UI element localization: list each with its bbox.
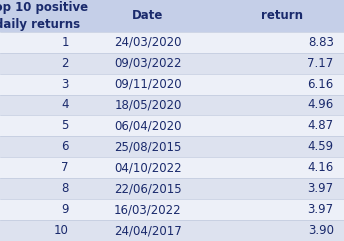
Text: 3: 3 (62, 78, 69, 91)
Text: 09/11/2020: 09/11/2020 (114, 78, 182, 91)
Text: 3.90: 3.90 (308, 224, 334, 237)
Text: 4.87: 4.87 (308, 120, 334, 132)
Text: 22/06/2015: 22/06/2015 (114, 182, 182, 195)
Text: 7: 7 (61, 161, 69, 174)
Text: 1: 1 (61, 36, 69, 49)
Bar (0, 115, 344, 136)
Text: 09/03/2022: 09/03/2022 (114, 57, 182, 70)
Text: 10: 10 (54, 224, 69, 237)
Text: 9: 9 (61, 203, 69, 216)
Text: 8: 8 (62, 182, 69, 195)
Text: 18/05/2020: 18/05/2020 (114, 99, 182, 112)
Text: 06/04/2020: 06/04/2020 (114, 120, 182, 132)
Text: Date: Date (132, 9, 164, 22)
Bar (0, 32, 344, 53)
Text: 24/03/2020: 24/03/2020 (114, 36, 182, 49)
Text: 8.83: 8.83 (308, 36, 334, 49)
Text: 5: 5 (62, 120, 69, 132)
Bar (0, 74, 344, 94)
Text: 04/10/2022: 04/10/2022 (114, 161, 182, 174)
Text: 4.59: 4.59 (308, 140, 334, 153)
Bar (0, 199, 344, 220)
Text: 3.97: 3.97 (308, 203, 334, 216)
Bar (0, 220, 344, 241)
Bar (0, 157, 344, 178)
Text: 7.17: 7.17 (308, 57, 334, 70)
Text: 4.96: 4.96 (308, 99, 334, 112)
Text: 6.16: 6.16 (308, 78, 334, 91)
Text: 4.16: 4.16 (308, 161, 334, 174)
Bar (0, 136, 344, 157)
Text: 6: 6 (61, 140, 69, 153)
Text: Top 10 positive
daily returns: Top 10 positive daily returns (0, 1, 88, 31)
Bar (0, 94, 344, 115)
Bar (0, 53, 344, 74)
Text: return: return (261, 9, 303, 22)
Bar (0, 0, 344, 32)
Text: 4: 4 (61, 99, 69, 112)
Text: 16/03/2022: 16/03/2022 (114, 203, 182, 216)
Text: 2: 2 (61, 57, 69, 70)
Text: 3.97: 3.97 (308, 182, 334, 195)
Text: 24/04/2017: 24/04/2017 (114, 224, 182, 237)
Text: 25/08/2015: 25/08/2015 (114, 140, 182, 153)
Bar (0, 178, 344, 199)
